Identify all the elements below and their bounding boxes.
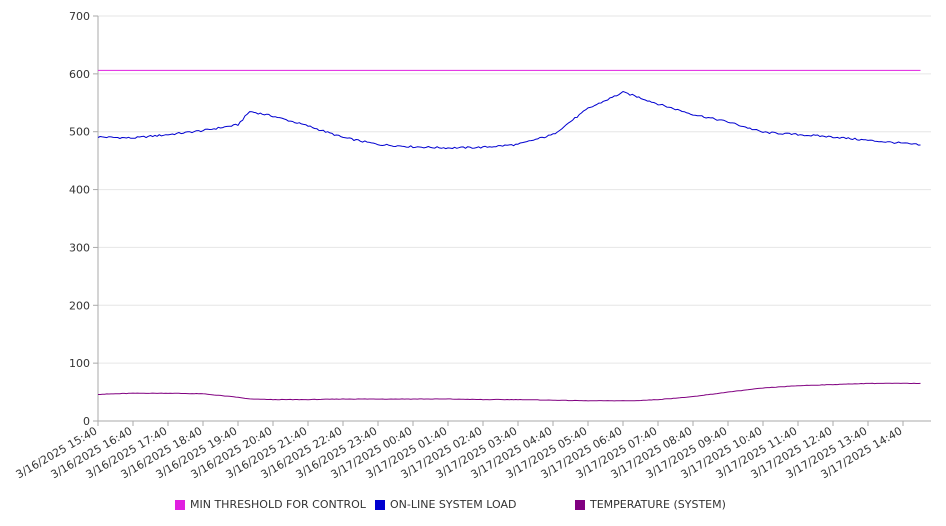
legend-item: TEMPERATURE (SYSTEM) [575,498,726,511]
legend-label: MIN THRESHOLD FOR CONTROL [190,498,366,511]
y-tick-label: 0 [83,415,90,428]
x-tick-labels: 3/16/2025 15:403/16/2025 16:403/16/2025 … [14,424,905,481]
legend-item: ON-LINE SYSTEM LOAD [375,498,516,511]
legend-label: TEMPERATURE (SYSTEM) [590,498,726,511]
y-tick-label: 200 [69,299,90,312]
y-tick-labels: 0 100 200 300 400 500 600 700 [69,10,90,428]
y-tick-label: 600 [69,68,90,81]
y-tick-label: 700 [69,10,90,23]
axes [93,15,931,426]
y-tick-label: 100 [69,357,90,370]
series-line-on-line-system-load [97,91,921,150]
legend-item: MIN THRESHOLD FOR CONTROL [175,498,366,511]
series-lines [97,69,921,402]
y-tick-label: 300 [69,241,90,254]
legend-label: ON-LINE SYSTEM LOAD [390,498,517,511]
legend-swatch [575,499,585,510]
y-tick-label: 400 [69,184,90,197]
series-line-temperature-system [98,382,921,402]
legend-swatch [375,499,385,510]
legend: MIN THRESHOLD FOR CONTROL ON-LINE SYSTEM … [0,498,946,516]
gridlines [98,15,931,364]
legend-swatch [175,499,185,510]
y-tick-label: 500 [69,126,90,139]
